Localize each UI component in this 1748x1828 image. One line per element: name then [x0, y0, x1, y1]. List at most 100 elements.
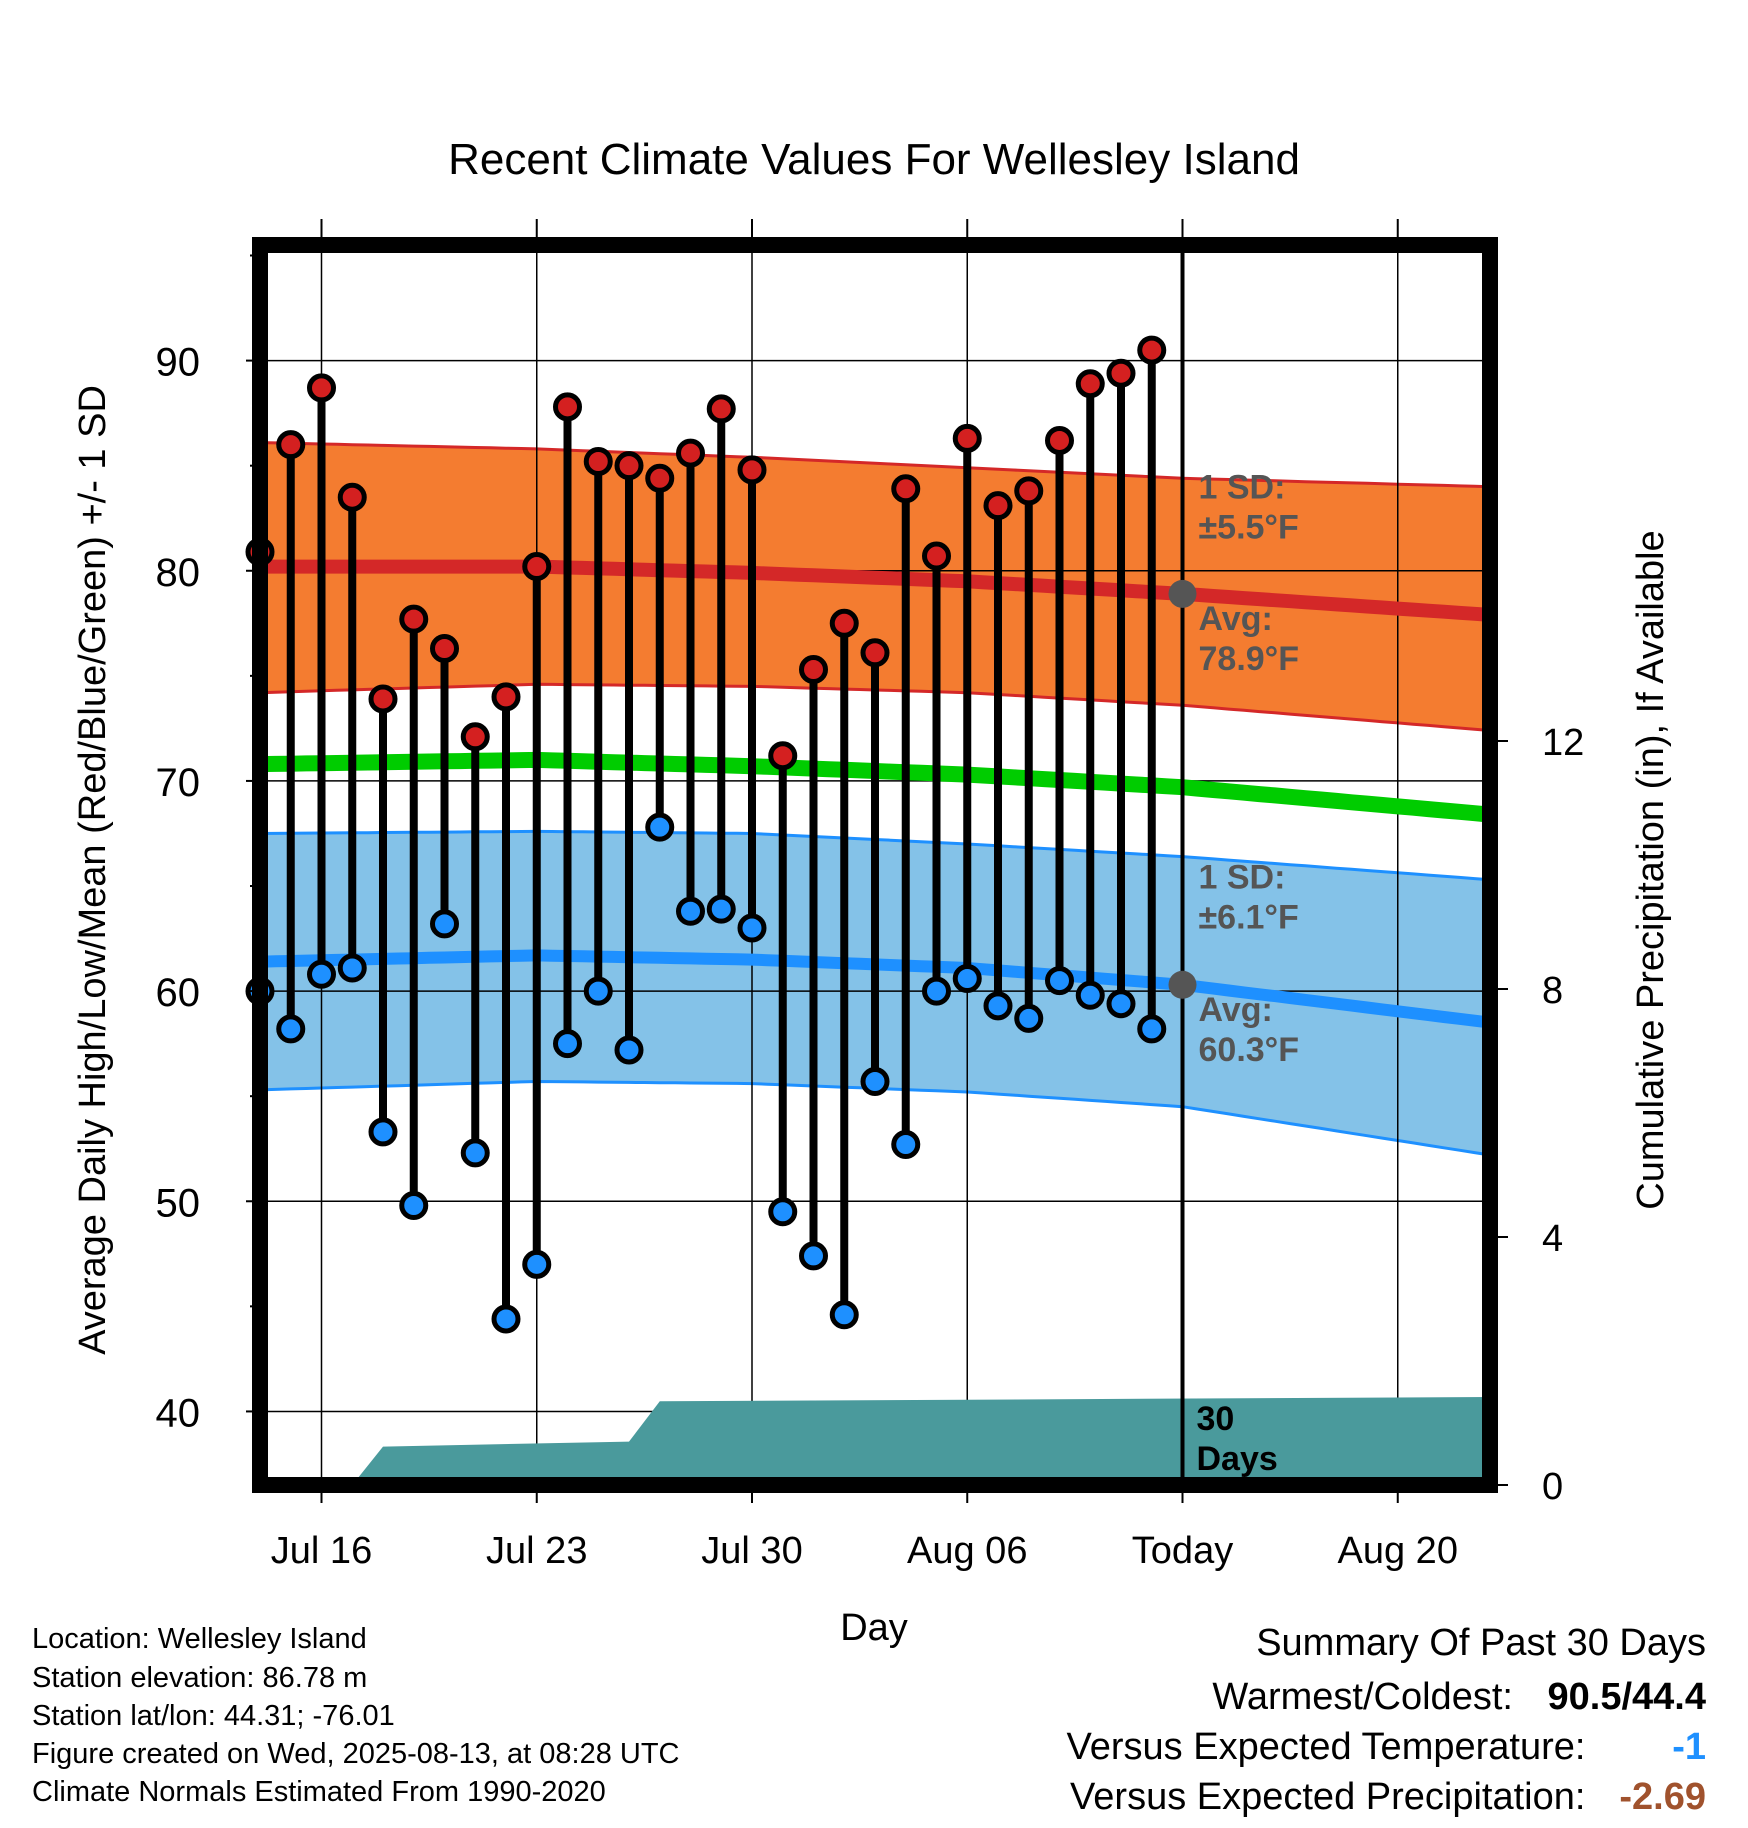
x-tick-label: Jul 16 [271, 1530, 372, 1572]
temp-vs-expected-value: -1 [1672, 1726, 1706, 1768]
daily-high-point [1014, 476, 1044, 506]
daily-low-point [553, 1029, 582, 1059]
low-sd-title: 1 SD: [1199, 859, 1286, 897]
daily-low-point [706, 894, 736, 924]
warm-cold-label: Warmest/Coldest: [1212, 1676, 1513, 1718]
daily-low-point [860, 1066, 890, 1096]
daily-low-point [737, 913, 767, 943]
normals-text: Climate Normals Estimated From 1990-2020 [32, 1776, 606, 1808]
high-sd-value: ±5.5°F [1199, 508, 1299, 546]
daily-high-point [399, 604, 429, 634]
high-avg-value: 78.9°F [1199, 640, 1300, 678]
y-tick-label: 70 [156, 761, 201, 805]
daily-high-point [706, 394, 736, 424]
daily-low-point [276, 1014, 306, 1044]
daily-low-point [614, 1035, 644, 1065]
today-normal-low-marker [1168, 970, 1197, 999]
daily-high-point [583, 446, 613, 476]
low-avg-value: 60.3°F [1199, 1031, 1300, 1069]
daily-high-point [430, 634, 459, 664]
y-tick-label: 80 [156, 551, 201, 595]
x-tick-label: Aug 20 [1338, 1530, 1458, 1572]
daily-low-point [1137, 1014, 1167, 1044]
daily-high-point [860, 638, 890, 668]
plot-frame [252, 237, 1498, 1493]
low-sd-value: ±6.1°F [1199, 899, 1299, 937]
y-axis-label: Average Daily High/Low/Mean (Red/Blue/Gr… [72, 385, 114, 1355]
daily-low-point [337, 953, 367, 983]
daily-low-point [891, 1130, 921, 1160]
daily-high-point [276, 430, 306, 460]
x-tick-label: Aug 06 [907, 1530, 1027, 1572]
y2-tick-label: 4 [1542, 1218, 1563, 1260]
daily-high-point [491, 682, 521, 712]
y2-axis-label: Cumulative Precipitation (in), If Availa… [1630, 530, 1672, 1209]
summary-heading: Summary Of Past 30 Days [1256, 1622, 1706, 1664]
high-avg-title: Avg: [1199, 600, 1273, 638]
daily-high-point [614, 451, 644, 481]
normal-high-line [260, 559, 1491, 622]
low-avg-title: Avg: [1199, 991, 1273, 1029]
daily-low-point [522, 1249, 552, 1279]
daily-high-point [768, 741, 798, 771]
location-text: Location: Wellesley Island [32, 1623, 367, 1655]
daily-high-point [922, 541, 951, 571]
daily-high-point [645, 463, 675, 493]
daily-low-point [1106, 989, 1136, 1019]
daily-high-point [1075, 369, 1105, 399]
precip-vs-expected-label: Versus Expected Precipitation: [1070, 1776, 1586, 1818]
today-label-line2: Days [1197, 1440, 1278, 1478]
daily-low-point [430, 909, 459, 939]
daily-high-point [983, 491, 1013, 521]
daily-low-point [645, 812, 675, 842]
precip-vs-expected-value: -2.69 [1619, 1776, 1706, 1818]
y-tick-label: 90 [156, 341, 201, 385]
y-tick-label: 60 [156, 971, 201, 1015]
daily-high-point [337, 482, 367, 512]
daily-low-point [368, 1117, 398, 1147]
daily-high-point [952, 423, 982, 453]
daily-high-point [1106, 358, 1136, 388]
daily-high-point [307, 373, 336, 403]
daily-low-point [491, 1304, 521, 1334]
daily-low-point [1045, 966, 1074, 996]
high-sd-title: 1 SD: [1199, 468, 1286, 506]
elevation-text: Station elevation: 86.78 m [32, 1662, 368, 1694]
daily-low-point [768, 1197, 798, 1227]
daily-low-point [583, 976, 613, 1006]
daily-high-point [368, 684, 398, 714]
y2-tick-label: 12 [1542, 722, 1584, 764]
x-tick-label: Jul 30 [701, 1530, 802, 1572]
warm-cold-value: 90.5/44.4 [1547, 1676, 1706, 1718]
created-text: Figure created on Wed, 2025-08-13, at 08… [32, 1738, 680, 1770]
y2-tick-label: 0 [1542, 1466, 1563, 1508]
today-normal-high-marker [1168, 579, 1197, 608]
summary-temperature: Versus Expected Temperature: -1 [1067, 1726, 1706, 1769]
daily-high-point [522, 552, 552, 582]
daily-low-point [952, 963, 982, 993]
daily-low-point [1014, 1003, 1044, 1033]
daily-low-point [399, 1190, 429, 1220]
daily-low-point [676, 896, 705, 926]
daily-high-point [799, 655, 828, 685]
today-label-line1: 30 [1197, 1400, 1235, 1438]
daily-high-point [891, 474, 921, 504]
daily-high-point [829, 608, 859, 638]
chart-title: Recent Climate Values For Wellesley Isla… [448, 135, 1300, 184]
daily-low-point [983, 991, 1013, 1021]
x-tick-label: Jul 23 [486, 1530, 587, 1572]
daily-high-point [553, 392, 582, 422]
daily-low-point [1075, 980, 1105, 1010]
daily-low-point [460, 1138, 490, 1168]
daily-high-point [1045, 425, 1074, 455]
high-band-upper-edge [259, 441, 1491, 489]
latlon-text: Station lat/lon: 44.31; -76.01 [32, 1700, 395, 1732]
y-tick-label: 40 [156, 1391, 201, 1435]
daily-low-point [922, 976, 951, 1006]
y-tick-label: 50 [156, 1181, 201, 1225]
x-tick-label: Today [1132, 1530, 1233, 1572]
daily-low-point [829, 1300, 859, 1330]
summary-precipitation: Versus Expected Precipitation: -2.69 [1070, 1776, 1706, 1819]
